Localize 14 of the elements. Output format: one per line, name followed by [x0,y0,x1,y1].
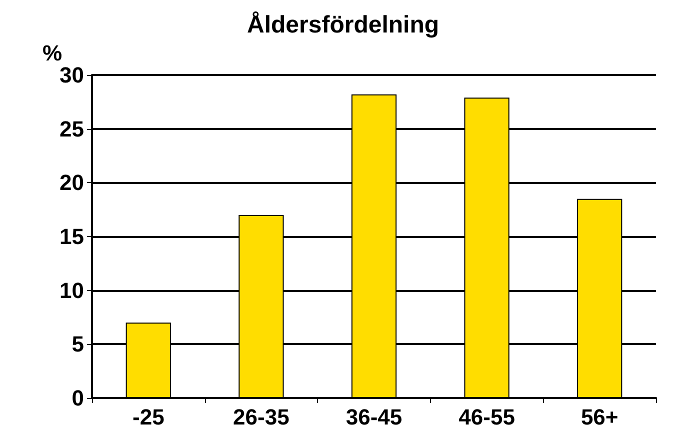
y-tick-label: 20 [60,170,84,196]
x-tick-label: -25 [132,404,164,430]
x-tick-label: 36-45 [346,404,402,430]
chart-title: Åldersfördelning [246,10,440,38]
y-tick-label: 25 [60,116,84,142]
y-tick-label: 10 [60,278,84,303]
y-tick-label: 15 [60,224,84,249]
y-tick-label: 30 [60,62,84,88]
x-tick-label: 46-55 [458,404,515,430]
y-tick-label: 5 [72,332,84,357]
y-tick-label: 0 [72,386,84,410]
x-tick-label: 56+ [580,404,618,430]
y-axis-title: % [42,40,62,66]
x-tick-label: 26-35 [233,404,290,430]
